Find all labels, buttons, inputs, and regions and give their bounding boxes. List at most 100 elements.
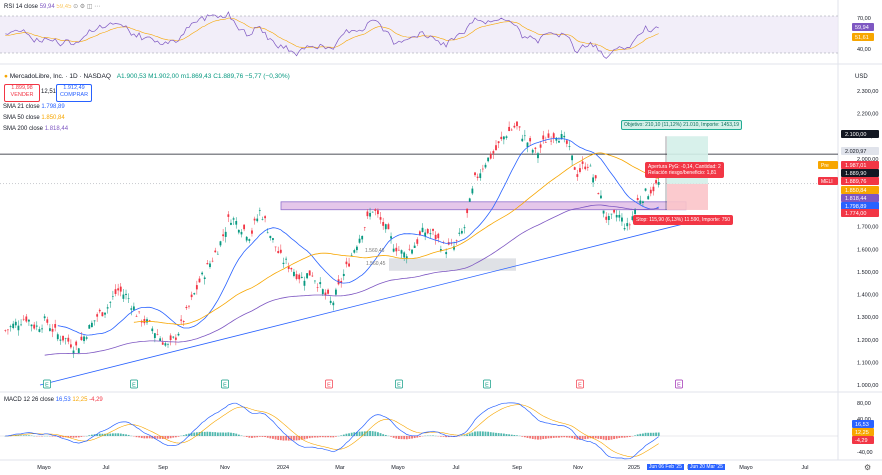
macd-histogram-bar — [182, 435, 185, 436]
candle-body — [295, 274, 298, 280]
candle-body — [479, 173, 482, 178]
currency-label[interactable]: USD — [855, 74, 868, 80]
position-info-box[interactable]: Apertura PyG: -0,14, Cantidad: 2 Relació… — [645, 162, 724, 178]
price-axis-tick: 2.300,00 — [857, 89, 878, 95]
candle-body — [98, 309, 101, 312]
sma50-legend[interactable]: SMA 50 close 1.850,84 — [3, 115, 65, 121]
range-start-label[interactable]: Jun 06 Feb '25 — [647, 464, 684, 470]
macd-histogram-bar — [639, 433, 642, 436]
macd-histogram-bar — [235, 433, 238, 436]
settings-gear-icon[interactable]: ⚙ — [864, 463, 872, 472]
macd-histogram-bar — [600, 436, 602, 440]
macd-line — [5, 402, 659, 460]
time-axis-label: Jul — [102, 465, 109, 471]
price-tag-text: 2.020,97 — [845, 149, 866, 155]
sma21-legend[interactable]: SMA 21 close 1.798,89 — [3, 104, 65, 110]
sma50-value: 1.850,84 — [41, 115, 65, 121]
ohlc-readout: A1.900,53 M1.902,00 m1.869,43 C1.889,76 … — [116, 73, 290, 80]
candle-body — [169, 335, 172, 341]
candle-body — [607, 216, 610, 221]
candle-body — [537, 153, 539, 159]
candle-body — [54, 324, 57, 328]
macd-histogram-bar — [623, 436, 626, 438]
price-tag-text: 1.889,76 — [845, 179, 866, 185]
candle-body — [224, 231, 227, 237]
macd-histogram-bar — [416, 436, 419, 438]
candle-body — [513, 125, 516, 128]
macd-histogram-bar — [22, 435, 25, 436]
candle-body — [487, 157, 490, 162]
candle-body — [119, 286, 122, 292]
macd-histogram-bar — [69, 436, 72, 438]
macd-histogram-bar — [350, 432, 353, 436]
candle-body — [460, 230, 463, 234]
candle-body — [405, 256, 408, 259]
sell-button[interactable]: 1.899,98 VENDER — [4, 84, 40, 102]
sma21-value: 1.798,89 — [41, 104, 65, 110]
macd-histogram-bar — [169, 436, 172, 439]
symbol-title[interactable]: MercadoLibre, Inc. · 1D · NASDAQ — [9, 73, 111, 80]
rsi-line — [5, 11, 659, 59]
macd-histogram-bar — [400, 436, 403, 440]
macd-histogram-bar — [96, 433, 99, 436]
candle-body — [274, 246, 277, 248]
candle-body — [256, 218, 259, 222]
candle-body — [421, 227, 424, 233]
candle-body — [85, 337, 88, 339]
earnings-marker-label: E — [45, 383, 49, 389]
side-tag — [818, 161, 838, 169]
symbol-header: ● MercadoLibre, Inc. · 1D · NASDAQ A1.90… — [4, 73, 290, 80]
candle-body — [206, 263, 209, 265]
candle-body — [600, 195, 602, 199]
candle-body — [649, 189, 652, 194]
side-tag-text: Pre — [821, 163, 829, 169]
macd-histogram-bar — [613, 436, 615, 440]
macd-histogram-bar — [138, 436, 141, 438]
macd-histogram-bar — [358, 431, 361, 436]
candle-body — [626, 223, 629, 227]
candle-body — [146, 319, 148, 323]
macd-histogram-bar — [28, 435, 30, 436]
candle-body — [83, 336, 85, 342]
macd-histogram-bar — [230, 432, 232, 436]
buy-button[interactable]: 1.912,49 COMPRAR — [56, 84, 92, 102]
macd-histogram-bar — [214, 432, 217, 436]
macd-histogram-bar — [537, 436, 539, 440]
candle-body — [308, 270, 311, 276]
macd-histogram-bar — [277, 436, 280, 440]
rsi-label: RSI 14 close — [4, 4, 39, 10]
fib-label-b: 1.560,45 — [366, 261, 386, 267]
candle-body — [198, 278, 201, 283]
target-label[interactable]: Objetivo: 210,10 (11,12%) 21.010, Import… — [621, 120, 742, 130]
macd-histogram-bar — [607, 436, 610, 441]
macd-histogram-bar — [392, 436, 395, 438]
stop-zone-rect — [667, 183, 708, 210]
macd-histogram-bar — [487, 431, 490, 436]
macd-histogram-bar — [251, 436, 253, 438]
earnings-marker-label: E — [578, 383, 582, 389]
candle-body — [109, 301, 112, 303]
range-end-label[interactable]: Jun 20 Mar '25 — [688, 464, 725, 470]
candle-body — [22, 318, 25, 320]
buy-price: 1.912,49 — [63, 85, 85, 91]
time-axis-label: Sep — [512, 465, 522, 471]
sma200-legend[interactable]: SMA 200 close 1.818,44 — [3, 126, 68, 132]
macd-histogram-bar — [382, 434, 385, 436]
candle-body — [458, 232, 461, 234]
candle-body — [122, 294, 125, 299]
sma200-label: SMA 200 close — [3, 126, 44, 132]
macd-histogram-bar — [329, 436, 332, 438]
macd-histogram-bar — [219, 432, 222, 436]
candle-body — [547, 133, 550, 138]
macd-histogram-bar — [125, 434, 127, 436]
macd-histogram-bar — [340, 435, 343, 436]
macd-histogram-bar — [369, 430, 371, 436]
candle-body — [75, 341, 78, 346]
stop-label[interactable]: Stop: 115,90 (6,13%) 11.590, Importe: 75… — [633, 215, 734, 225]
candle-body — [348, 263, 350, 267]
fib-zone-rect — [389, 258, 516, 271]
candle-body — [531, 149, 534, 153]
earnings-marker — [325, 379, 333, 389]
candle-body — [316, 287, 319, 288]
